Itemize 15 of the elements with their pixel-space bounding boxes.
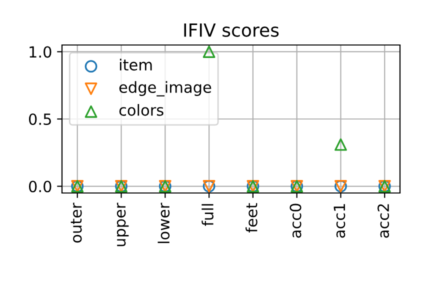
x-tick-label: upper — [116, 202, 129, 246]
x-tick-label: full — [202, 204, 214, 226]
y-tick-label: 1.0 — [30, 46, 52, 58]
legend-label: item — [120, 58, 152, 71]
legend-label: edge_image — [119, 81, 212, 96]
x-tick-label: lower — [158, 202, 170, 244]
legend-label: colors — [119, 104, 164, 116]
x-tick-label: acc2 — [378, 204, 390, 238]
x-tick-label: feet — [246, 203, 258, 233]
y-tick-label: 0.5 — [28, 113, 51, 126]
chart-title: IFIV scores — [184, 24, 279, 37]
y-tick-label: 0.0 — [28, 180, 52, 192]
x-tick-label: acc1 — [334, 204, 346, 238]
x-tick-label: outer — [70, 202, 82, 243]
x-tick-label: acc0 — [290, 204, 302, 238]
